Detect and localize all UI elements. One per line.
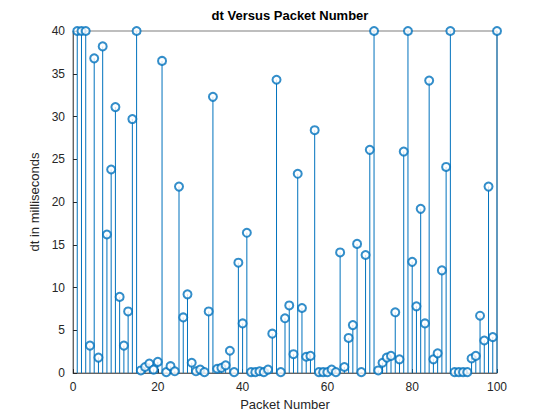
svg-text:25: 25 <box>52 152 66 166</box>
svg-text:40: 40 <box>52 24 66 38</box>
svg-text:20: 20 <box>151 380 165 394</box>
svg-text:dt Versus Packet Number: dt Versus Packet Number <box>212 8 369 23</box>
svg-text:60: 60 <box>321 380 335 394</box>
svg-text:35: 35 <box>52 67 66 81</box>
svg-text:Packet Number: Packet Number <box>240 397 330 412</box>
svg-text:20: 20 <box>52 195 66 209</box>
svg-text:5: 5 <box>58 323 65 337</box>
svg-text:dt in milliseconds: dt in milliseconds <box>27 152 42 251</box>
svg-text:80: 80 <box>406 380 420 394</box>
svg-text:30: 30 <box>52 110 66 124</box>
svg-text:0: 0 <box>70 380 77 394</box>
svg-text:100: 100 <box>487 380 507 394</box>
svg-text:0: 0 <box>58 366 65 380</box>
svg-text:10: 10 <box>52 281 66 295</box>
svg-text:40: 40 <box>236 380 250 394</box>
svg-text:15: 15 <box>52 238 66 252</box>
